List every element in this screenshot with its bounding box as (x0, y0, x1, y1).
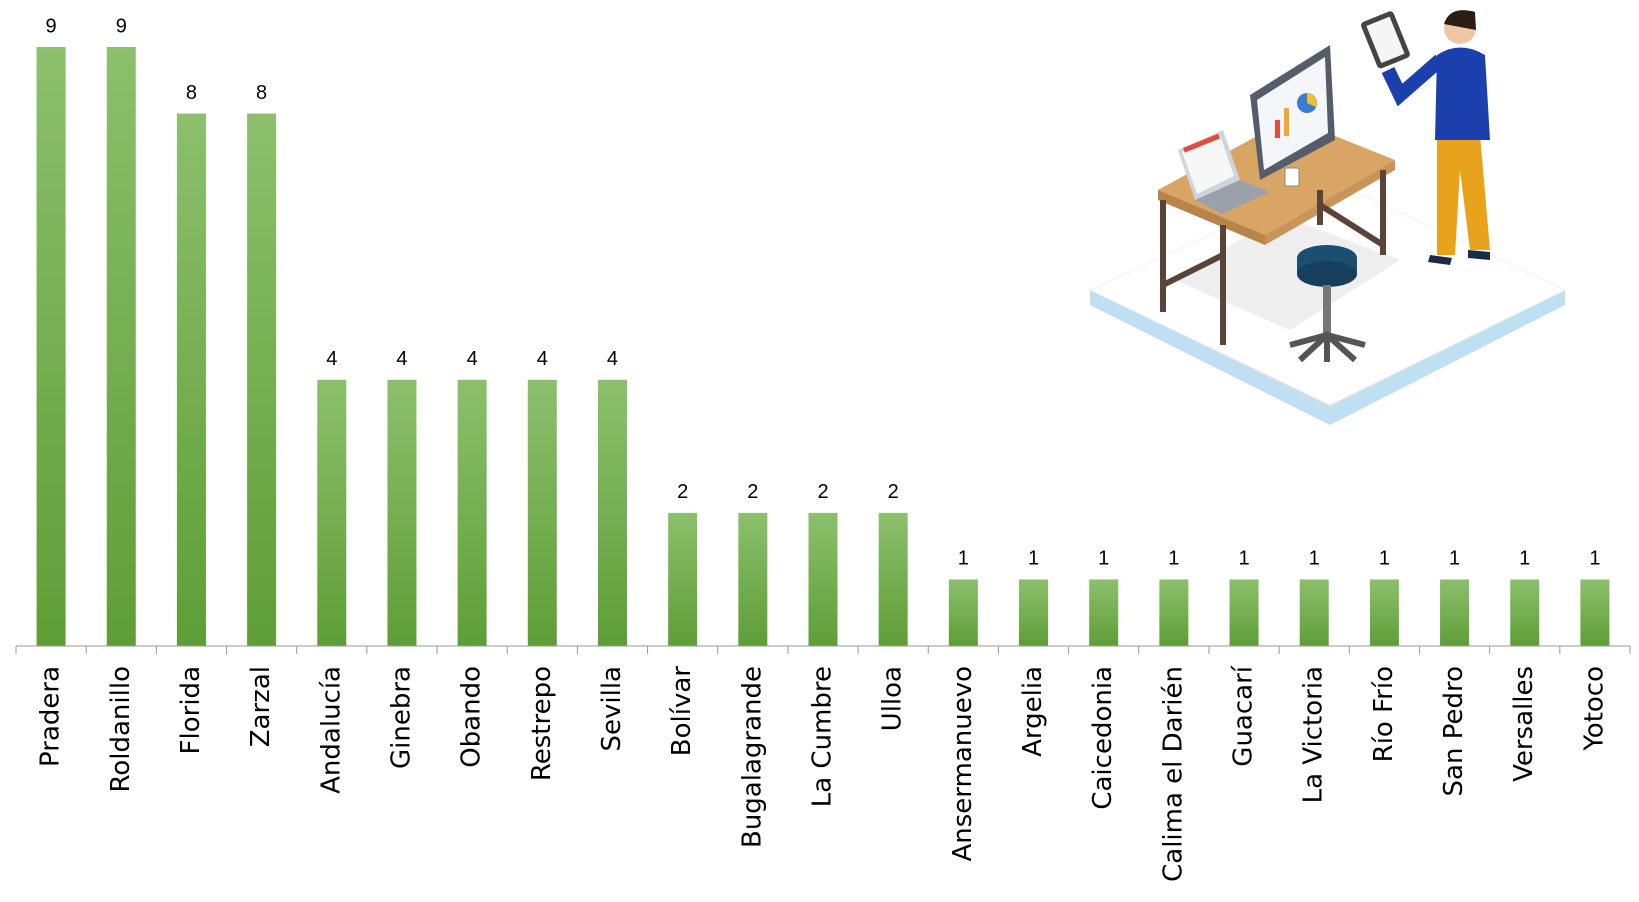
value-label: 2 (888, 481, 899, 503)
bar (317, 379, 347, 646)
x-tick-label: Bolívar (667, 666, 697, 757)
value-label: 4 (537, 348, 548, 370)
value-label: 4 (326, 348, 337, 370)
x-tick-label: Caicedonia (1088, 666, 1118, 810)
value-label: 8 (256, 82, 267, 104)
bar (387, 379, 417, 646)
value-label: 4 (467, 348, 478, 370)
bar (1019, 579, 1049, 646)
value-label: 1 (1238, 548, 1249, 570)
value-label: 1 (1028, 548, 1039, 570)
bar (948, 579, 978, 646)
x-tick-label: Florida (176, 666, 206, 754)
value-label: 8 (186, 82, 197, 104)
bar (1159, 579, 1189, 646)
x-tick-label: Versalles (1509, 666, 1539, 782)
bar (1369, 579, 1399, 646)
bar (808, 512, 838, 646)
bar (1440, 579, 1470, 646)
x-tick-label: Restrepo (527, 666, 557, 781)
bar (738, 512, 768, 646)
bar (176, 113, 206, 647)
x-tick-label: San Pedro (1439, 666, 1469, 796)
bar (668, 512, 698, 646)
x-tick-label: Río Frío (1369, 666, 1399, 762)
x-tick-label: Andalucía (316, 666, 346, 794)
bar (1229, 579, 1259, 646)
bar (247, 113, 277, 647)
x-tick-label: Yotoco (1579, 666, 1609, 752)
x-tick-label: Ginebra (386, 666, 416, 769)
x-tick-label: Obando (457, 666, 487, 768)
bar (457, 379, 487, 646)
bar (1299, 579, 1329, 646)
x-tick-label: Sevilla (597, 666, 627, 752)
bar (527, 379, 557, 646)
value-label: 9 (46, 15, 57, 37)
x-tick-label: Zarzal (246, 666, 276, 747)
value-label: 1 (1519, 548, 1530, 570)
bar (597, 379, 627, 646)
value-label: 9 (116, 15, 127, 37)
value-label: 2 (817, 481, 828, 503)
x-tick-label: La Victoria (1299, 666, 1329, 803)
x-tick-label: Calima el Darién (1158, 666, 1188, 882)
value-label: 1 (1168, 548, 1179, 570)
x-tick-label: Roldanillo (106, 666, 136, 793)
value-label: 4 (396, 348, 407, 370)
value-label: 1 (1309, 548, 1320, 570)
x-tick-label: Guacarí (1229, 665, 1259, 766)
value-label: 2 (747, 481, 758, 503)
value-label: 1 (1379, 548, 1390, 570)
x-tick-label: Pradera (36, 666, 66, 767)
bar (106, 47, 136, 646)
bar (1510, 579, 1540, 646)
x-tick-label: Ulloa (878, 666, 908, 731)
x-tick-label: La Cumbre (808, 666, 838, 807)
value-label: 1 (958, 548, 969, 570)
x-tick-label: Ansermanuevo (948, 666, 978, 862)
value-label: 2 (677, 481, 688, 503)
x-tick-label: Bugalagrande (737, 666, 767, 848)
bar (1089, 579, 1119, 646)
value-label: 1 (1589, 548, 1600, 570)
x-tick-label: Argelia (1018, 666, 1048, 757)
illustration (1088, 10, 1567, 425)
value-label: 4 (607, 348, 618, 370)
value-label: 1 (1098, 548, 1109, 570)
bar (1580, 579, 1610, 646)
value-label: 1 (1449, 548, 1460, 570)
bar (36, 47, 66, 646)
bar (878, 512, 908, 646)
